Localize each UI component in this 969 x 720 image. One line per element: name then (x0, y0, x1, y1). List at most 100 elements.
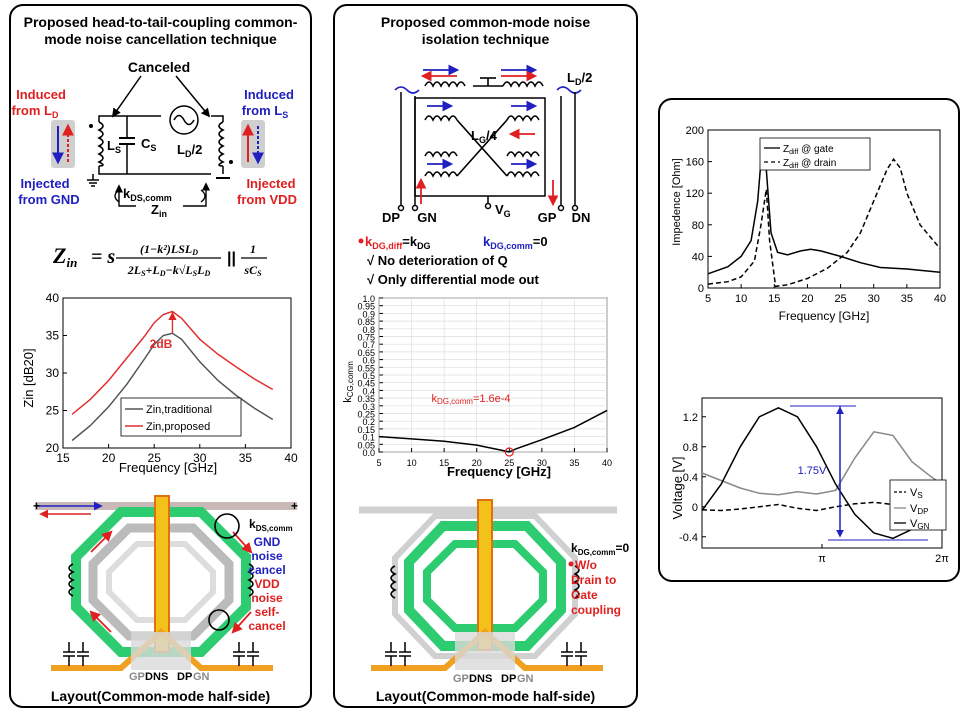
min-marker (504, 447, 514, 457)
svg-text:+: + (291, 499, 298, 513)
legend-zdiff-gate: Zdiff @ gate (783, 144, 834, 156)
mid-layout-wo1: W/o (575, 558, 597, 572)
pin-label-gp: GP (129, 671, 145, 683)
impedance-chart-ylabel: Impedence [Ohm] (671, 158, 683, 245)
y-tick-label: 25 (46, 404, 60, 418)
y-tick-label: 0 (698, 283, 704, 295)
legend-vdp: VDP (910, 503, 928, 516)
mid-dp-label: DP (382, 210, 400, 225)
y-tick-label: 0.65 (357, 348, 375, 358)
y-tick-label: 0.8 (683, 442, 698, 454)
x-tick-label: 10 (407, 458, 417, 468)
y-tick-label: 0 (692, 502, 698, 514)
y-tick-label: 0.85 (357, 317, 375, 327)
middle-layout-drawing: kDG,comm=0 W/o Drain to Gate coupling GP… (359, 499, 629, 685)
middle-title-line2: isolation technique (421, 31, 550, 47)
left-layout-k: kDS,comm (249, 517, 293, 533)
kcg-chart-annotation: kDG,comm=1.6e-4 (431, 393, 510, 406)
zin-chart-annotation: 2dB (150, 337, 173, 351)
x-tick-label: 15 (56, 451, 70, 465)
kcg-chart-ylabel: kCG,comm (342, 361, 355, 403)
cs-label: CS (141, 136, 156, 153)
x-tick-label: 20 (102, 451, 116, 465)
mid-gn-label: GN (417, 210, 437, 225)
left-title-line1: Proposed head-to-tail-coupling common- (23, 14, 298, 30)
x-tick-label: 35 (569, 458, 579, 468)
y-tick-label: 0.7 (362, 340, 375, 350)
pin-label-gp: GP (453, 673, 469, 685)
x-tick-label: 2π (935, 553, 949, 565)
note-only-differential: √ Only differential mode out (367, 272, 539, 287)
zin-equation: Zin = s (1−k²)LSLD 2LS+LD−k√LSLD || 1 sC… (52, 242, 267, 278)
zin-chart-xlabel: Frequency [GHz] (119, 460, 217, 475)
y-tick-label: 0.0 (362, 448, 375, 458)
y-tick-label: 120 (686, 188, 704, 200)
x-tick-label: 15 (768, 293, 780, 305)
k-dg-comm-note: kDG,comm=0 (483, 234, 548, 251)
induced-ld-from-label: from LD (12, 103, 59, 120)
y-tick-label: 0.2 (362, 417, 375, 427)
kcg-chart-xlabel: Frequency [GHz] (447, 464, 551, 479)
y-tick-label: 0.4 (683, 472, 698, 484)
mid-layout-wo3: Gate (571, 588, 598, 602)
left-layout-vdd3: self- (255, 605, 280, 619)
note-no-deterioration: √ No deterioration of Q (367, 253, 508, 268)
legend-proposed: Zin,proposed (146, 421, 210, 433)
pin-label-dn: DN (145, 671, 161, 683)
y-tick-label: 0.45 (357, 379, 375, 389)
left-caption: Layout(Common-mode half-side) (50, 688, 271, 704)
ld2-label: LD/2 (177, 142, 202, 159)
series-line-0 (378, 409, 608, 453)
middle-caption: Layout(Common-mode half-side) (375, 688, 596, 704)
y-tick-label: 0.1 (362, 433, 375, 443)
pin-label-s: S (485, 673, 492, 685)
left-circuit: Canceled Induced from LD Induced from LS (12, 59, 297, 219)
pin-label-s: S (161, 671, 168, 683)
voltage-legend (889, 479, 947, 531)
series-line-0 (707, 143, 941, 275)
x-tick-label: 30 (868, 293, 880, 305)
y-tick-label: 0.75 (357, 333, 375, 343)
eq-denominator: 2LS+LD−k√LSLD (127, 263, 211, 278)
y-tick-label: 0.25 (357, 410, 375, 420)
mid-layout-k: kDG,comm=0 (571, 541, 629, 557)
left-layout-gnd2: noise (251, 549, 283, 563)
middle-panel: Proposed common-mode noise isolation tec… (333, 4, 638, 708)
middle-title-line1: Proposed common-mode noise (380, 14, 591, 30)
y-tick-label: 0.4 (362, 386, 375, 396)
x-tick-label: 10 (735, 293, 747, 305)
mid-gp-label: GP (538, 210, 557, 225)
y-tick-label: 0.35 (357, 394, 375, 404)
kcg-chart: 0.00.050.10.150.20.250.30.350.40.450.50.… (342, 294, 612, 479)
eq-numerator: (1−k²)LSLD (140, 242, 198, 257)
y-tick-label: 0.15 (357, 425, 375, 435)
svg-text:+: + (33, 499, 40, 513)
left-layout-vdd2: noise (251, 591, 283, 605)
mid-ld2-label: LD/2 (567, 70, 592, 87)
y-tick-label: 0.6 (362, 356, 375, 366)
legend-traditional: Zin,traditional (146, 404, 212, 416)
induced-ld-label: Induced (16, 87, 66, 102)
injected-vdd-from-label: from VDD (237, 192, 297, 207)
x-tick-label: 25 (148, 451, 162, 465)
x-tick-label: 20 (472, 458, 482, 468)
x-tick-label: 25 (504, 458, 514, 468)
injected-gnd-from-label: from GND (18, 192, 79, 207)
left-layout-gnd1: GND (254, 535, 281, 549)
left-layout-vdd1: VDD (254, 577, 280, 591)
injected-gnd-label: Injected (20, 176, 69, 191)
y-tick-label: 0.9 (362, 309, 375, 319)
middle-circuit: LD/2 LG/4 VG DP GN GP DN (382, 64, 592, 225)
zin-chart-legend (120, 397, 242, 437)
x-tick-label: 5 (705, 293, 711, 305)
k-ds-comm-label: kDS,comm (123, 186, 172, 203)
left-layout-gnd3: cancel (248, 563, 285, 577)
middle-title: Proposed common-mode noise isolation tec… (335, 14, 636, 48)
x-tick-label: 25 (834, 293, 846, 305)
eq-num2: 1 (250, 242, 256, 256)
mid-layout-wo2: Drain to (571, 573, 616, 587)
series-line-1 (701, 430, 943, 496)
legend-zdiff-drain: Zdiff @ drain (783, 158, 836, 170)
series-line-1 (707, 157, 941, 288)
